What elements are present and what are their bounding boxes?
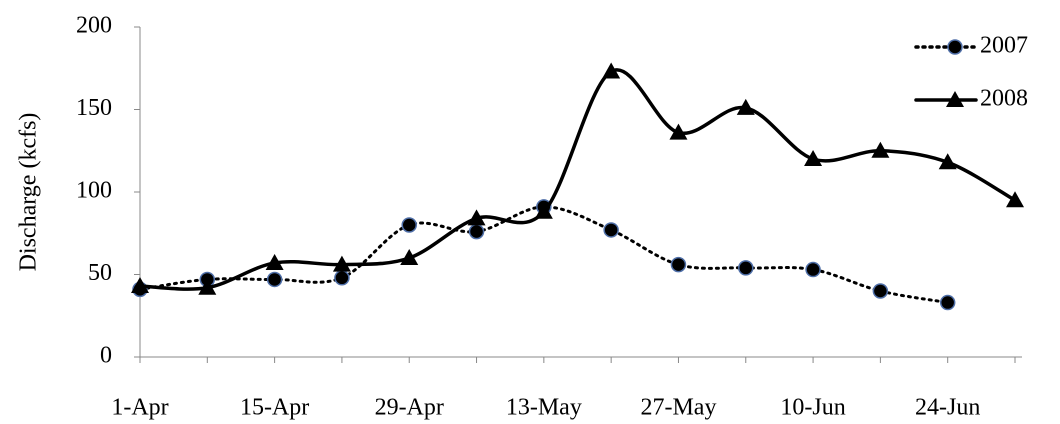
point: [602, 62, 621, 79]
series-line: [138, 68, 1017, 291]
point: [871, 141, 890, 158]
point: [1006, 191, 1024, 208]
x-tick-label: 13-May: [506, 395, 582, 421]
point: [334, 270, 350, 286]
point: [401, 217, 417, 233]
y-axis-label: Discharge (kcfs): [16, 113, 42, 272]
series-line: [138, 205, 950, 305]
point: [938, 153, 957, 170]
legend-marker: [947, 39, 963, 55]
point: [198, 278, 217, 295]
point: [266, 271, 283, 288]
x-tick-label: 29-Apr: [375, 395, 444, 421]
y-tick-label: 150: [76, 95, 112, 121]
point: [805, 261, 821, 278]
point: [939, 294, 956, 311]
y-tick-label: 50: [88, 260, 112, 286]
point: [603, 222, 619, 238]
x-tick-label: 15-Apr: [240, 395, 309, 421]
point: [872, 283, 889, 299]
point: [131, 277, 149, 294]
legend-label: 2007: [980, 33, 1028, 59]
point: [400, 249, 419, 265]
point: [467, 209, 486, 226]
y-tick-label: 100: [76, 178, 112, 204]
x-tick-label: 24-Jun: [915, 395, 980, 421]
point: [332, 255, 351, 272]
point: [804, 150, 823, 166]
x-tick-label: 10-Jun: [780, 395, 845, 421]
point: [738, 260, 754, 276]
legend-marker: [946, 91, 964, 107]
x-tick-label: 27-May: [640, 395, 716, 421]
point: [670, 256, 687, 273]
x-tick-label: 1-Apr: [111, 395, 168, 421]
y-tick-label: 200: [76, 13, 112, 39]
point: [265, 253, 284, 270]
y-tick-label: 0: [100, 343, 112, 369]
point: [534, 202, 553, 219]
point: [736, 98, 755, 115]
point: [468, 223, 485, 240]
legend-label: 2008: [980, 86, 1028, 112]
point: [669, 123, 688, 140]
